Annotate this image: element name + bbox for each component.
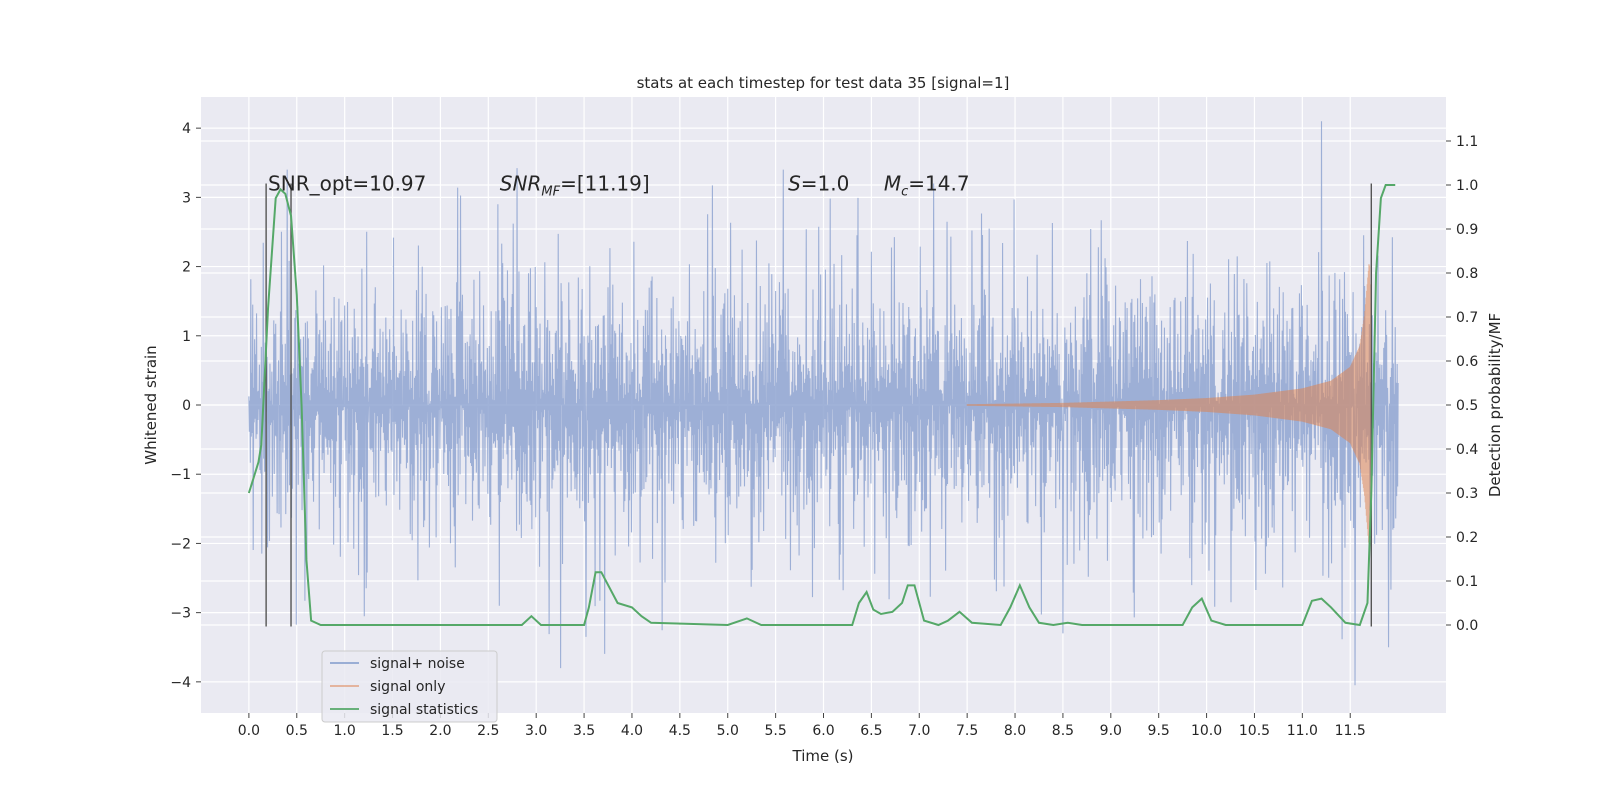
annotation-1: SNRMF=[11.19] [500, 172, 650, 200]
y-tick-label: 2 [182, 260, 191, 276]
series-signal-statistics [247, 184, 1396, 627]
legend-box [321, 650, 498, 723]
annotation-base: SNR [500, 172, 542, 196]
series-signal-noise [248, 121, 1399, 686]
x-tick-label: 11.5 [1335, 723, 1366, 739]
y2-tick-label: 0.5 [1456, 398, 1478, 414]
annotation-value: =14.7 [908, 172, 969, 196]
legend-label-signal-statistics: signal statistics [370, 702, 478, 718]
x-tick-label: 4.0 [621, 723, 643, 739]
annotation-subscript: c [901, 185, 908, 200]
annotation-2: S=1.0 [788, 172, 849, 196]
series-signal-only [966, 264, 1372, 550]
annotation-base: S [788, 172, 801, 196]
x-tick-label: 2.5 [477, 723, 499, 739]
x-tick-label: 10.5 [1239, 723, 1270, 739]
x-tick-label: 3.0 [525, 723, 547, 739]
annotation-value: =[11.19] [560, 172, 650, 196]
y2-tick-label: 0.8 [1456, 266, 1478, 282]
signal-only-line [966, 264, 1372, 550]
y-tick-label: 4 [182, 121, 191, 137]
signal-statistics-line [247, 184, 1396, 627]
y2-tick-label: 0.0 [1456, 618, 1478, 634]
legend-label-signal-noise: signal+ noise [370, 656, 465, 672]
y-tick-label: 3 [182, 190, 191, 206]
x-tick-label: 5.5 [764, 723, 786, 739]
annotation-value: =1.0 [801, 172, 850, 196]
x-tick-label: 2.0 [429, 723, 451, 739]
signal-noise-line [248, 121, 1399, 686]
x-tick-label: 8.5 [1052, 723, 1074, 739]
legend-label-signal-only: signal only [370, 679, 445, 695]
y-tick-label: 1 [182, 329, 191, 345]
x-tick-label: 6.5 [860, 723, 882, 739]
y2-tick-label: 0.7 [1456, 310, 1478, 326]
annotation-subscript: MF [541, 185, 560, 200]
y-tick-label: −1 [170, 467, 191, 483]
x-tick-label: 1.0 [334, 723, 356, 739]
x-tick-label: 0.5 [286, 723, 308, 739]
y-axis-title: Whitened strain [142, 345, 160, 464]
y2-tick-label: 0.4 [1456, 442, 1478, 458]
x-tick-label: 8.0 [1004, 723, 1026, 739]
axes: 0.0 0.5 1.0 1.5 2.0 2.5 3.0 3.5 4.0 4.5 5.0 5.5 6.0 6… [170, 121, 1478, 739]
x-tick-label: 7.0 [908, 723, 930, 739]
y2-tick-label: 0.2 [1456, 530, 1478, 546]
y2-tick-label: 1.1 [1456, 134, 1478, 150]
x-tick-label: 1.5 [381, 723, 403, 739]
x-tick-label: 9.5 [1148, 723, 1170, 739]
x-tick-label: 6.0 [812, 723, 834, 739]
chart-title: stats at each timestep for test data 35 … [637, 74, 1010, 92]
x-tick-label: 3.5 [573, 723, 595, 739]
annotation-0: SNR_opt=10.97 [268, 172, 426, 196]
x-tick-label: 9.0 [1100, 723, 1122, 739]
y-tick-label: −4 [170, 675, 191, 691]
y-tick-label: −3 [170, 606, 191, 622]
x-tick-label: 11.0 [1287, 723, 1318, 739]
x-tick-label: 7.5 [956, 723, 978, 739]
x-tick-label: 0.0 [238, 723, 260, 739]
y2-tick-label: 0.9 [1456, 222, 1478, 238]
annotation-3: Mc=14.7 [884, 172, 970, 200]
x-tick-label: 10.0 [1191, 723, 1222, 739]
y2-tick-label: 0.3 [1456, 486, 1478, 502]
x-axis-title: Time (s) [792, 747, 854, 765]
x-tick-label: 5.0 [717, 723, 739, 739]
annotations: SNR_opt=10.97 SNRMF=[11.19] S=1.0 Mc=14.7 [268, 172, 970, 200]
y2-tick-label: 0.1 [1456, 574, 1478, 590]
y2-tick-label: 1.0 [1456, 178, 1478, 194]
x-tick-label: 4.5 [669, 723, 691, 739]
annotation-base: M [884, 172, 901, 196]
y2-axis-title: Detection probability/MF [1486, 313, 1504, 497]
y2-tick-label: 0.6 [1456, 354, 1478, 370]
y-tick-label: −2 [170, 536, 191, 552]
vertical-markers [265, 183, 1373, 627]
legend: signal+ noise signal only signal statist… [321, 650, 498, 723]
y-tick-label: 0 [182, 398, 191, 414]
